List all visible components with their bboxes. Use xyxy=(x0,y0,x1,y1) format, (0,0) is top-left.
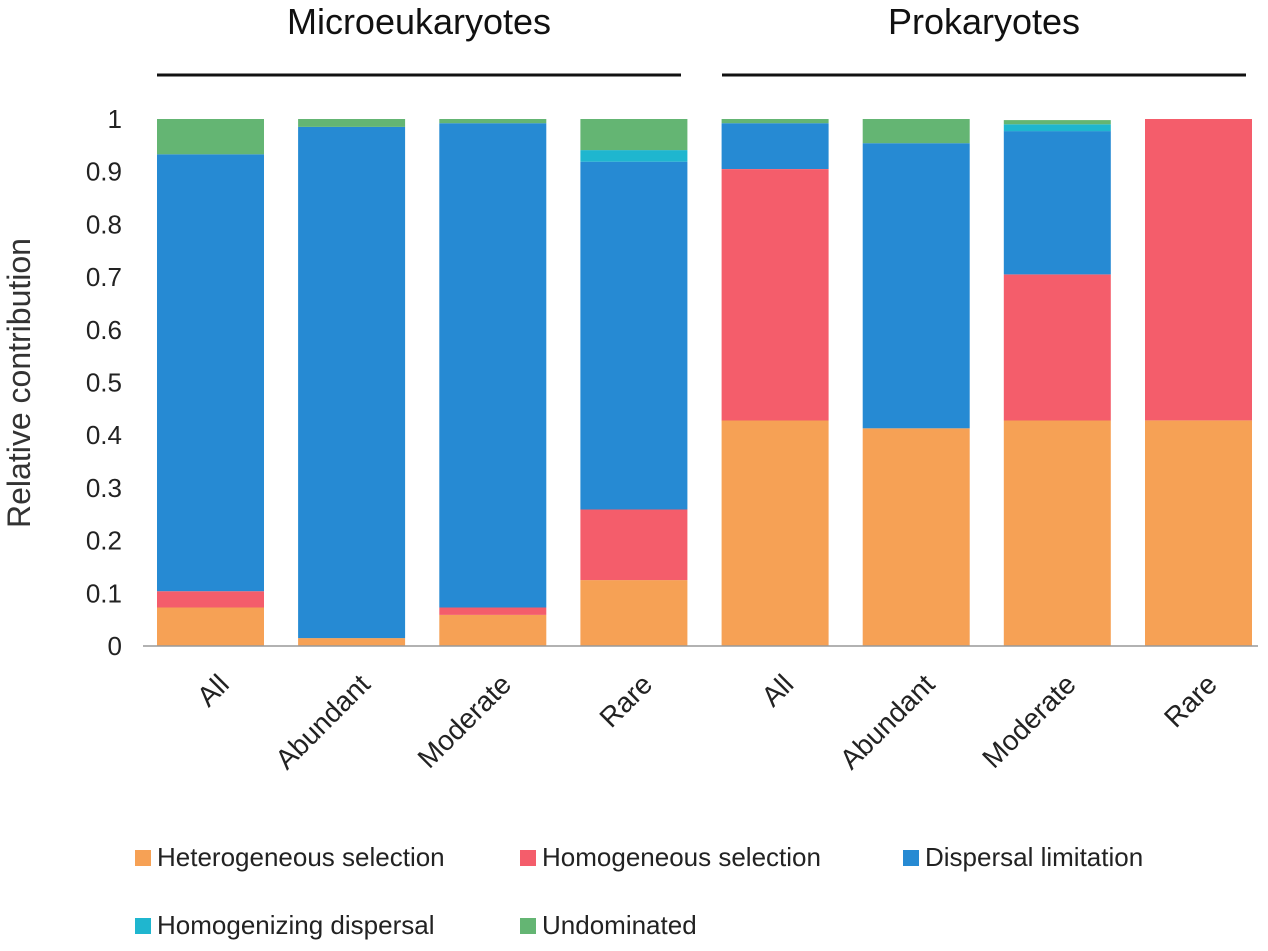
y-tick-label: 0.5 xyxy=(86,368,122,398)
bar-segment-homogeneous-selection xyxy=(1003,274,1111,421)
x-tick-label: Rare xyxy=(1158,668,1223,733)
bar-segment-dispersal-limitation xyxy=(580,161,688,510)
y-tick-label: 0.9 xyxy=(86,157,122,187)
x-tick-label: Abundant xyxy=(269,668,376,775)
bar-segment-dispersal-limitation xyxy=(1003,131,1111,275)
bar-segment-heterogeneous-selection xyxy=(1145,420,1252,646)
bar-segment-undominated xyxy=(1003,120,1111,125)
bar-segment-undominated xyxy=(580,119,688,151)
y-axis-label: Relative contribution xyxy=(1,238,37,528)
bar-segment-heterogeneous-selection xyxy=(298,638,406,646)
bar-segment-undominated xyxy=(157,119,264,155)
bar-segment-undominated xyxy=(298,119,406,127)
y-tick-label: 0 xyxy=(108,631,122,661)
bar-segment-dispersal-limitation xyxy=(157,154,264,592)
bar-segment-dispersal-limitation xyxy=(721,123,829,169)
group-title-microeukaryotes: Microeukaryotes xyxy=(287,1,551,42)
x-tick-label: Moderate xyxy=(412,668,518,774)
x-tick-label: All xyxy=(756,668,800,712)
bar-segment-dispersal-limitation xyxy=(298,126,406,639)
bar-segment-heterogeneous-selection xyxy=(157,607,264,646)
y-tick-label: 1 xyxy=(108,104,122,134)
x-tick-label: Rare xyxy=(593,668,658,733)
bar-segment-homogeneous-selection xyxy=(439,607,547,615)
bar-segment-homogenizing-dispersal xyxy=(1003,124,1111,132)
y-tick-label: 0.4 xyxy=(86,420,122,450)
bar-segment-undominated xyxy=(721,119,829,124)
y-tick-label: 0.3 xyxy=(86,473,122,503)
bar-segment-homogenizing-dispersal xyxy=(580,150,688,162)
bar-segment-homogeneous-selection xyxy=(721,169,829,421)
bar-segment-heterogeneous-selection xyxy=(1003,420,1111,646)
y-tick-label: 0.2 xyxy=(86,526,122,556)
y-tick-label: 0.8 xyxy=(86,209,122,239)
bar-segment-dispersal-limitation xyxy=(439,123,547,608)
y-tick-label: 0.7 xyxy=(86,262,122,292)
bar-segment-dispersal-limitation xyxy=(862,143,970,429)
bar-segment-heterogeneous-selection xyxy=(862,428,970,646)
bar-segment-homogeneous-selection xyxy=(1145,119,1252,421)
bar-segment-heterogeneous-selection xyxy=(580,580,688,646)
y-tick-label: 0.1 xyxy=(86,578,122,608)
bar-segment-heterogeneous-selection xyxy=(439,614,547,646)
x-tick-label: Abundant xyxy=(834,668,941,775)
bar-segment-heterogeneous-selection xyxy=(721,420,829,646)
x-tick-label: Moderate xyxy=(976,668,1082,774)
bar-segment-homogeneous-selection xyxy=(580,509,688,581)
bar-segment-undominated xyxy=(862,119,970,144)
x-tick-label: All xyxy=(191,668,235,712)
bar-segment-undominated xyxy=(439,119,547,124)
bar-segment-homogeneous-selection xyxy=(157,591,264,608)
y-tick-label: 0.6 xyxy=(86,315,122,345)
group-title-prokaryotes: Prokaryotes xyxy=(888,1,1080,42)
